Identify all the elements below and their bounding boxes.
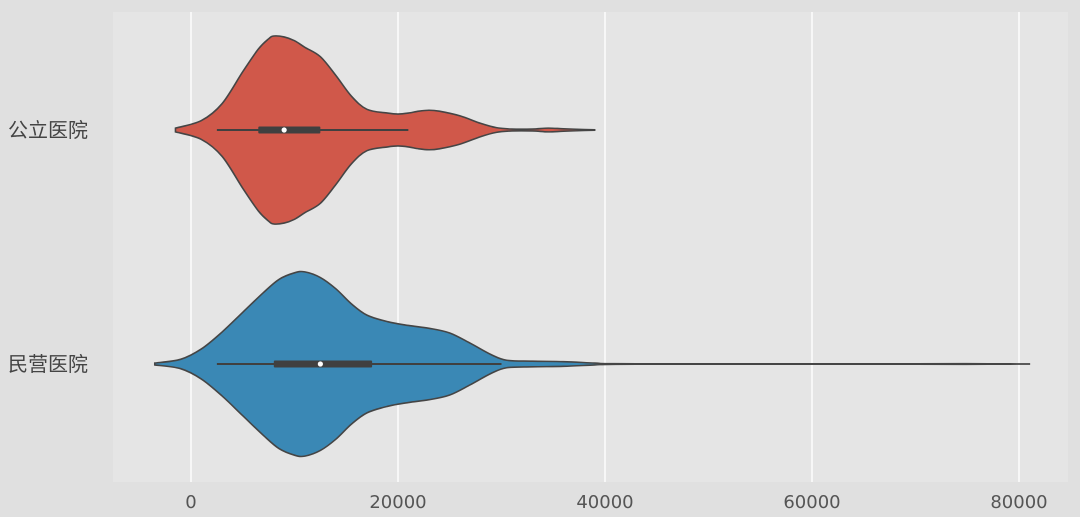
x-tick-label: 20000 (369, 492, 426, 513)
grid-lines (190, 12, 1020, 482)
inner-boxplots (216, 126, 502, 368)
category-label: 公立医院 (8, 118, 88, 142)
category-label: 民营医院 (8, 352, 88, 376)
violin-body (153, 270, 1031, 458)
x-tick-label: 0 (185, 492, 196, 513)
x-tick-label: 60000 (783, 492, 840, 513)
iqr-box (258, 126, 321, 134)
x-axis-tick-labels: 0 20000 40000 60000 80000 (185, 492, 1047, 513)
median-point (281, 127, 287, 133)
median-point (317, 361, 323, 367)
x-tick-label: 80000 (990, 492, 1047, 513)
x-tick-label: 40000 (576, 492, 633, 513)
